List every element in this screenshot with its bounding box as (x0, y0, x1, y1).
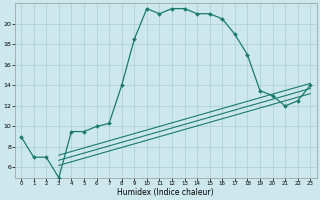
X-axis label: Humidex (Indice chaleur): Humidex (Indice chaleur) (117, 188, 214, 197)
